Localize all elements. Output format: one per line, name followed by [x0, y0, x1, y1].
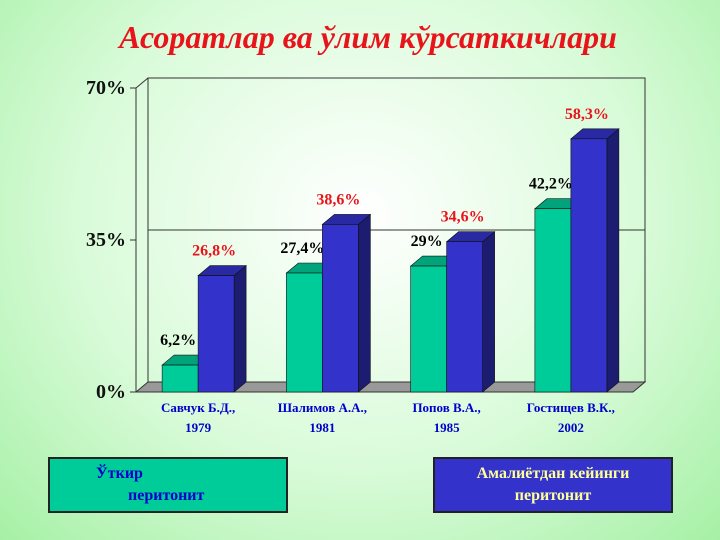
legend-entry: Ўткир перитонит [48, 457, 288, 513]
y-tick-label: 70% [86, 77, 126, 99]
x-tick-label: Шалимов А.А., 1981 [277, 400, 368, 435]
bar [534, 208, 572, 393]
x-tick-label: Гостищев В.К., 2002 [526, 400, 615, 435]
bar [410, 265, 447, 393]
x-tick-label: Попов В.А., 1985 [412, 400, 481, 435]
side-wall [135, 77, 149, 89]
legend-entry: Амалиётдан кейинги перитонит [433, 457, 673, 513]
bar [446, 241, 483, 393]
value-label: 29% [411, 233, 443, 250]
bar [286, 272, 323, 393]
value-label: 27,4% [280, 240, 324, 257]
bar-side [482, 231, 495, 393]
bar [197, 275, 235, 393]
bar [161, 364, 199, 393]
value-label: 34,6% [441, 209, 485, 226]
x-tick-label: Савчук Б.Д., 1979 [160, 400, 236, 435]
bar [322, 224, 359, 393]
value-label: 26,8% [192, 243, 236, 260]
value-label: 6,2% [160, 332, 196, 349]
chart-title: Асоратлар ва ўлим кўрсаткичлари [117, 19, 617, 55]
y-tick-label: 0% [96, 381, 126, 403]
y-tick-label: 35% [86, 229, 126, 251]
value-label: 38,6% [316, 191, 360, 208]
value-label: 42,2% [529, 176, 573, 193]
bar-side [358, 213, 371, 393]
value-label: 58,3% [565, 106, 609, 123]
bar-side [233, 264, 247, 393]
bar [570, 138, 608, 393]
bar-side [606, 128, 620, 393]
